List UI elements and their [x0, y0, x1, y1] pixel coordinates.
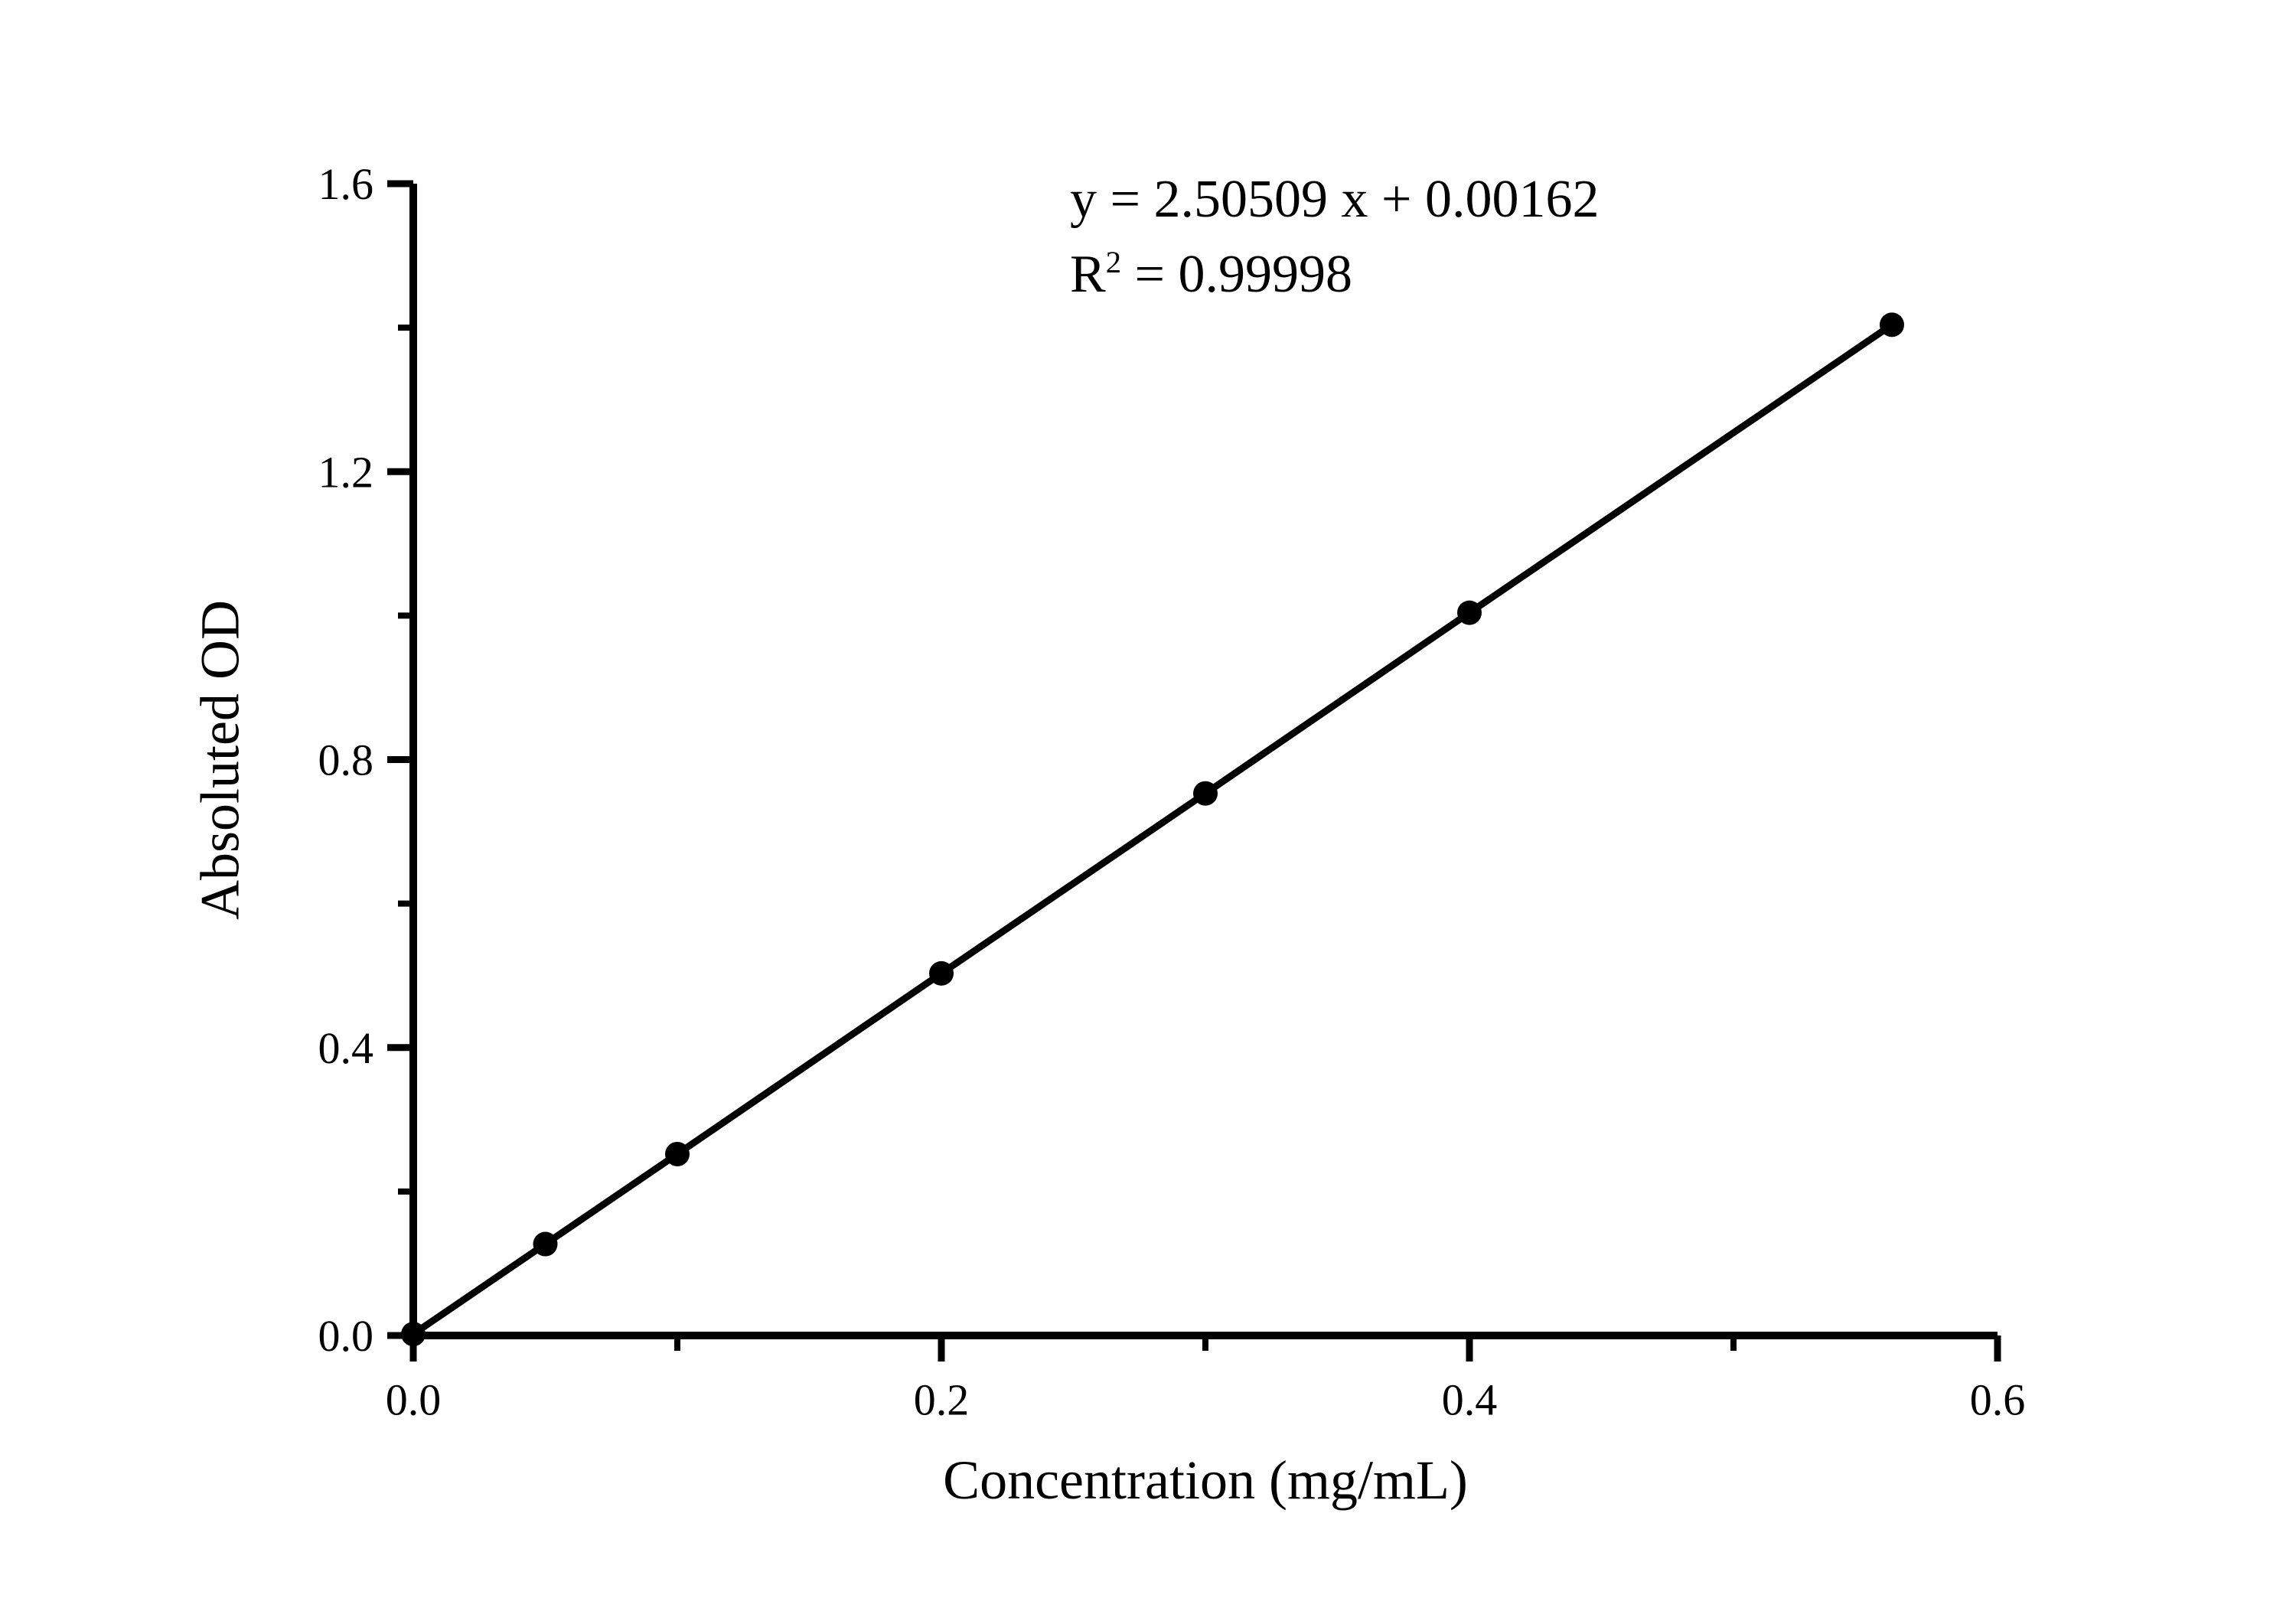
- y-axis-tick-label: 1.2: [318, 447, 374, 497]
- y-axis-tick-label: 0.0: [318, 1311, 374, 1361]
- r-squared-base: R: [1070, 245, 1106, 304]
- x-axis-tick-label: 0.4: [1442, 1375, 1498, 1424]
- r-squared-text: R2 = 0.99998: [1070, 237, 1599, 312]
- x-axis-title: Concentration (mg/mL): [943, 1450, 1468, 1511]
- y-axis-tick-label: 0.8: [318, 735, 374, 785]
- r-squared-value: = 0.99998: [1121, 245, 1352, 304]
- axis-spines: [409, 184, 1998, 1339]
- y-axis-tick-label: 1.6: [318, 159, 374, 209]
- regression-annotation: y = 2.50509 x + 0.00162 R2 = 0.99998: [1070, 162, 1599, 312]
- data-point-marker: [1457, 600, 1482, 625]
- data-point-marker: [929, 960, 954, 986]
- x-axis-tick-label: 0.6: [1970, 1375, 2026, 1424]
- r-squared-exponent: 2: [1105, 244, 1121, 279]
- y-axis-title: Absoluted OD: [189, 600, 251, 920]
- data-point-marker: [1193, 781, 1218, 806]
- data-point-marker: [401, 1322, 426, 1347]
- x-axis-tick-label: 0.2: [914, 1375, 970, 1424]
- data-point-marker: [533, 1231, 558, 1257]
- data-series-line: [411, 321, 1894, 1337]
- data-point-marker: [1880, 312, 1904, 338]
- y-axis-tick-label: 0.4: [318, 1023, 374, 1073]
- data-point-marker: [665, 1141, 690, 1166]
- equation-text: y = 2.50509 x + 0.00162: [1070, 170, 1600, 229]
- x-axis-tick-label: 0.0: [386, 1375, 442, 1424]
